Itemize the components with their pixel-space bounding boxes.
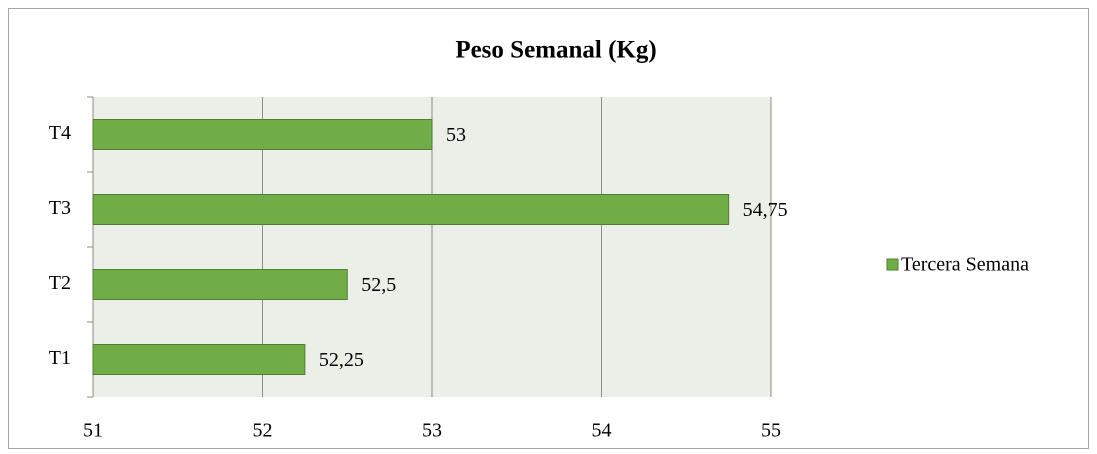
bar	[92, 269, 348, 300]
bar	[92, 119, 433, 150]
data-label: 54,75	[743, 199, 788, 221]
y-tick-label: T2	[49, 272, 71, 294]
y-tick-label: T1	[49, 347, 71, 369]
data-label: 52,5	[361, 274, 396, 296]
chart-title: Peso Semanal (Kg)	[455, 37, 656, 64]
legend-label: Tercera Semana	[901, 254, 1029, 276]
bar	[92, 344, 306, 375]
x-tick-label: 51	[83, 420, 103, 442]
bar	[92, 194, 730, 225]
data-label: 53	[446, 124, 466, 146]
y-tick-label: T3	[49, 197, 71, 219]
y-tick-label: T4	[49, 122, 71, 144]
x-tick-label: 52	[253, 420, 273, 442]
x-tick-label: 54	[592, 420, 612, 442]
legend-swatch	[886, 258, 899, 271]
data-label: 52,25	[319, 349, 364, 371]
x-tick-label: 53	[422, 420, 442, 442]
x-tick-label: 55	[761, 420, 781, 442]
